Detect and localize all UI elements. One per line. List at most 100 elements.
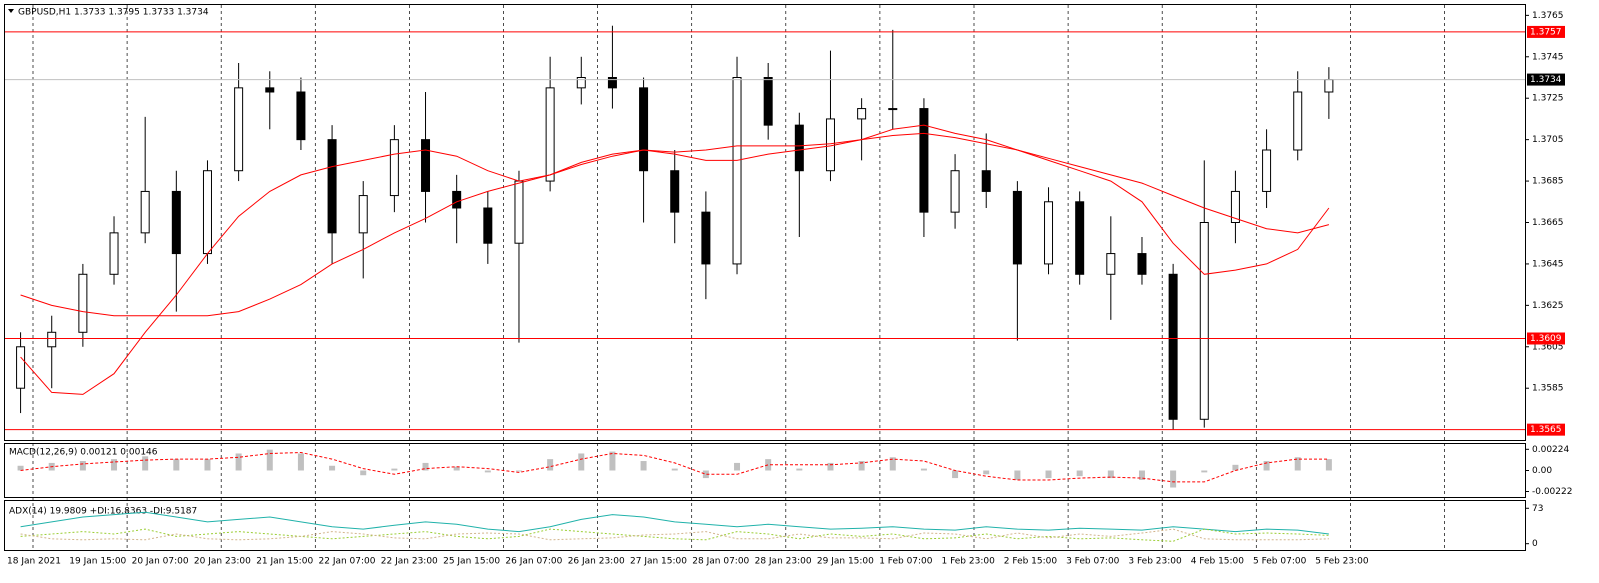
candle-body bbox=[78, 273, 88, 333]
candle-body bbox=[202, 170, 212, 255]
macd-bar bbox=[1138, 470, 1145, 480]
adx-line bbox=[20, 511, 1329, 535]
macd-bar bbox=[1170, 470, 1177, 488]
current-price-box bbox=[1527, 73, 1565, 86]
macd-bar bbox=[1263, 461, 1270, 471]
macd-bar bbox=[235, 453, 242, 471]
candle-body bbox=[140, 190, 150, 234]
macd-bar bbox=[952, 470, 959, 479]
symbol-menu-arrow[interactable] bbox=[8, 9, 14, 13]
macd-bar bbox=[360, 470, 367, 476]
macd-bar bbox=[515, 470, 522, 472]
macd-bar bbox=[827, 462, 834, 471]
macd-bar bbox=[266, 449, 273, 471]
candle-body bbox=[545, 87, 555, 182]
y-tick-label: 1.3745 bbox=[1532, 52, 1564, 62]
moving-average bbox=[20, 124, 1330, 395]
x-tick-label: 2 Feb 15:00 bbox=[1004, 557, 1058, 567]
candle-body bbox=[234, 87, 244, 172]
x-tick-label: 25 Jan 15:00 bbox=[443, 557, 500, 567]
candle-body bbox=[171, 190, 181, 255]
macd-bar bbox=[796, 468, 803, 471]
x-tick-label: 3 Feb 23:00 bbox=[1128, 557, 1182, 567]
candle-body bbox=[1262, 149, 1272, 192]
candle-body bbox=[732, 77, 742, 265]
macd-bar bbox=[204, 459, 211, 471]
x-tick-label: 20 Jan 07:00 bbox=[132, 557, 189, 567]
y-tick-label: 1.3665 bbox=[1532, 218, 1564, 228]
adx-title: ADX(14) 19.9809 +DI:16.8363 -DI:9.5187 bbox=[9, 507, 197, 517]
x-tick-label: 28 Jan 23:00 bbox=[755, 557, 812, 567]
y-tick-label: 1.3625 bbox=[1532, 301, 1564, 311]
candle-body bbox=[421, 139, 431, 192]
candle-body bbox=[1106, 253, 1116, 275]
macd-bar bbox=[1325, 459, 1332, 471]
macd-bar bbox=[983, 470, 990, 475]
y-tick-label: 0 bbox=[1532, 539, 1538, 549]
x-tick-label: 18 Jan 2021 bbox=[7, 557, 61, 567]
candle-body bbox=[452, 190, 462, 209]
macd-bar bbox=[640, 461, 647, 471]
candle-body bbox=[109, 232, 119, 275]
candle-body bbox=[1075, 201, 1085, 275]
level-price-label: 1.3757 bbox=[1530, 27, 1562, 37]
level-price-box bbox=[1527, 423, 1565, 436]
candle-body bbox=[16, 346, 26, 389]
x-tick-label: 1 Feb 23:00 bbox=[942, 557, 996, 567]
y-tick-label: 1.3645 bbox=[1532, 259, 1564, 269]
macd-bar bbox=[609, 451, 616, 471]
macd-bar bbox=[142, 456, 149, 471]
macd-bar bbox=[578, 453, 585, 471]
candle-body bbox=[296, 91, 306, 141]
x-tick-label: 21 Jan 15:00 bbox=[256, 557, 313, 567]
macd-bar bbox=[1014, 470, 1021, 480]
candle-body bbox=[1293, 91, 1303, 151]
macd-bar bbox=[1201, 470, 1208, 473]
level-price-box bbox=[1527, 25, 1565, 38]
candle-body bbox=[919, 108, 929, 213]
macd-bar bbox=[297, 453, 304, 471]
x-tick-label: 3 Feb 07:00 bbox=[1066, 557, 1120, 567]
macd-bar bbox=[17, 465, 24, 471]
candle-body bbox=[857, 108, 867, 120]
x-tick-label: 26 Jan 23:00 bbox=[568, 557, 625, 567]
macd-bar bbox=[1232, 464, 1239, 471]
candle-body bbox=[514, 180, 524, 244]
candle-body bbox=[763, 77, 773, 126]
level-price-label: 1.3565 bbox=[1530, 425, 1562, 435]
x-tick-label: 27 Jan 15:00 bbox=[630, 557, 687, 567]
x-tick-label: 5 Feb 07:00 bbox=[1253, 557, 1307, 567]
macd-bar bbox=[1294, 457, 1301, 471]
macd-signal bbox=[20, 451, 1329, 483]
adx-panel bbox=[4, 500, 1526, 551]
x-tick-label: 22 Jan 07:00 bbox=[319, 557, 376, 567]
chart-title: GBPUSD,H1 1.3733 1.3795 1.3733 1.3734 bbox=[18, 8, 209, 18]
candle-body bbox=[1044, 201, 1054, 265]
macd-bar bbox=[734, 462, 741, 471]
x-tick-label: 20 Jan 23:00 bbox=[194, 557, 251, 567]
y-tick-label: 73 bbox=[1532, 504, 1543, 514]
y-tick-label: -0.00222 bbox=[1532, 487, 1572, 497]
candle-body bbox=[607, 77, 617, 89]
candle-body bbox=[888, 108, 898, 111]
y-tick-label: 1.3725 bbox=[1532, 94, 1564, 104]
candle-body bbox=[265, 87, 275, 93]
y-tick-label: 1.3585 bbox=[1532, 384, 1564, 394]
candle-body bbox=[1324, 79, 1334, 93]
macd-bar bbox=[111, 459, 118, 471]
macd-bar bbox=[1045, 470, 1052, 479]
macd-bar bbox=[484, 470, 491, 473]
candle-body bbox=[389, 139, 399, 197]
macd-bar bbox=[329, 465, 336, 471]
x-tick-label: 22 Jan 23:00 bbox=[381, 557, 438, 567]
macd-bar bbox=[1107, 470, 1114, 479]
macd-bar bbox=[422, 462, 429, 471]
moving-average bbox=[20, 132, 1330, 317]
candle-body bbox=[1230, 190, 1240, 224]
macd-bar bbox=[765, 459, 772, 471]
y-tick-label: 1.3705 bbox=[1532, 135, 1564, 145]
x-tick-label: 26 Jan 07:00 bbox=[505, 557, 562, 567]
y-tick-label: 0.00 bbox=[1532, 466, 1552, 476]
macd-title: MACD(12,26,9) 0.00121 0.00146 bbox=[9, 448, 158, 458]
